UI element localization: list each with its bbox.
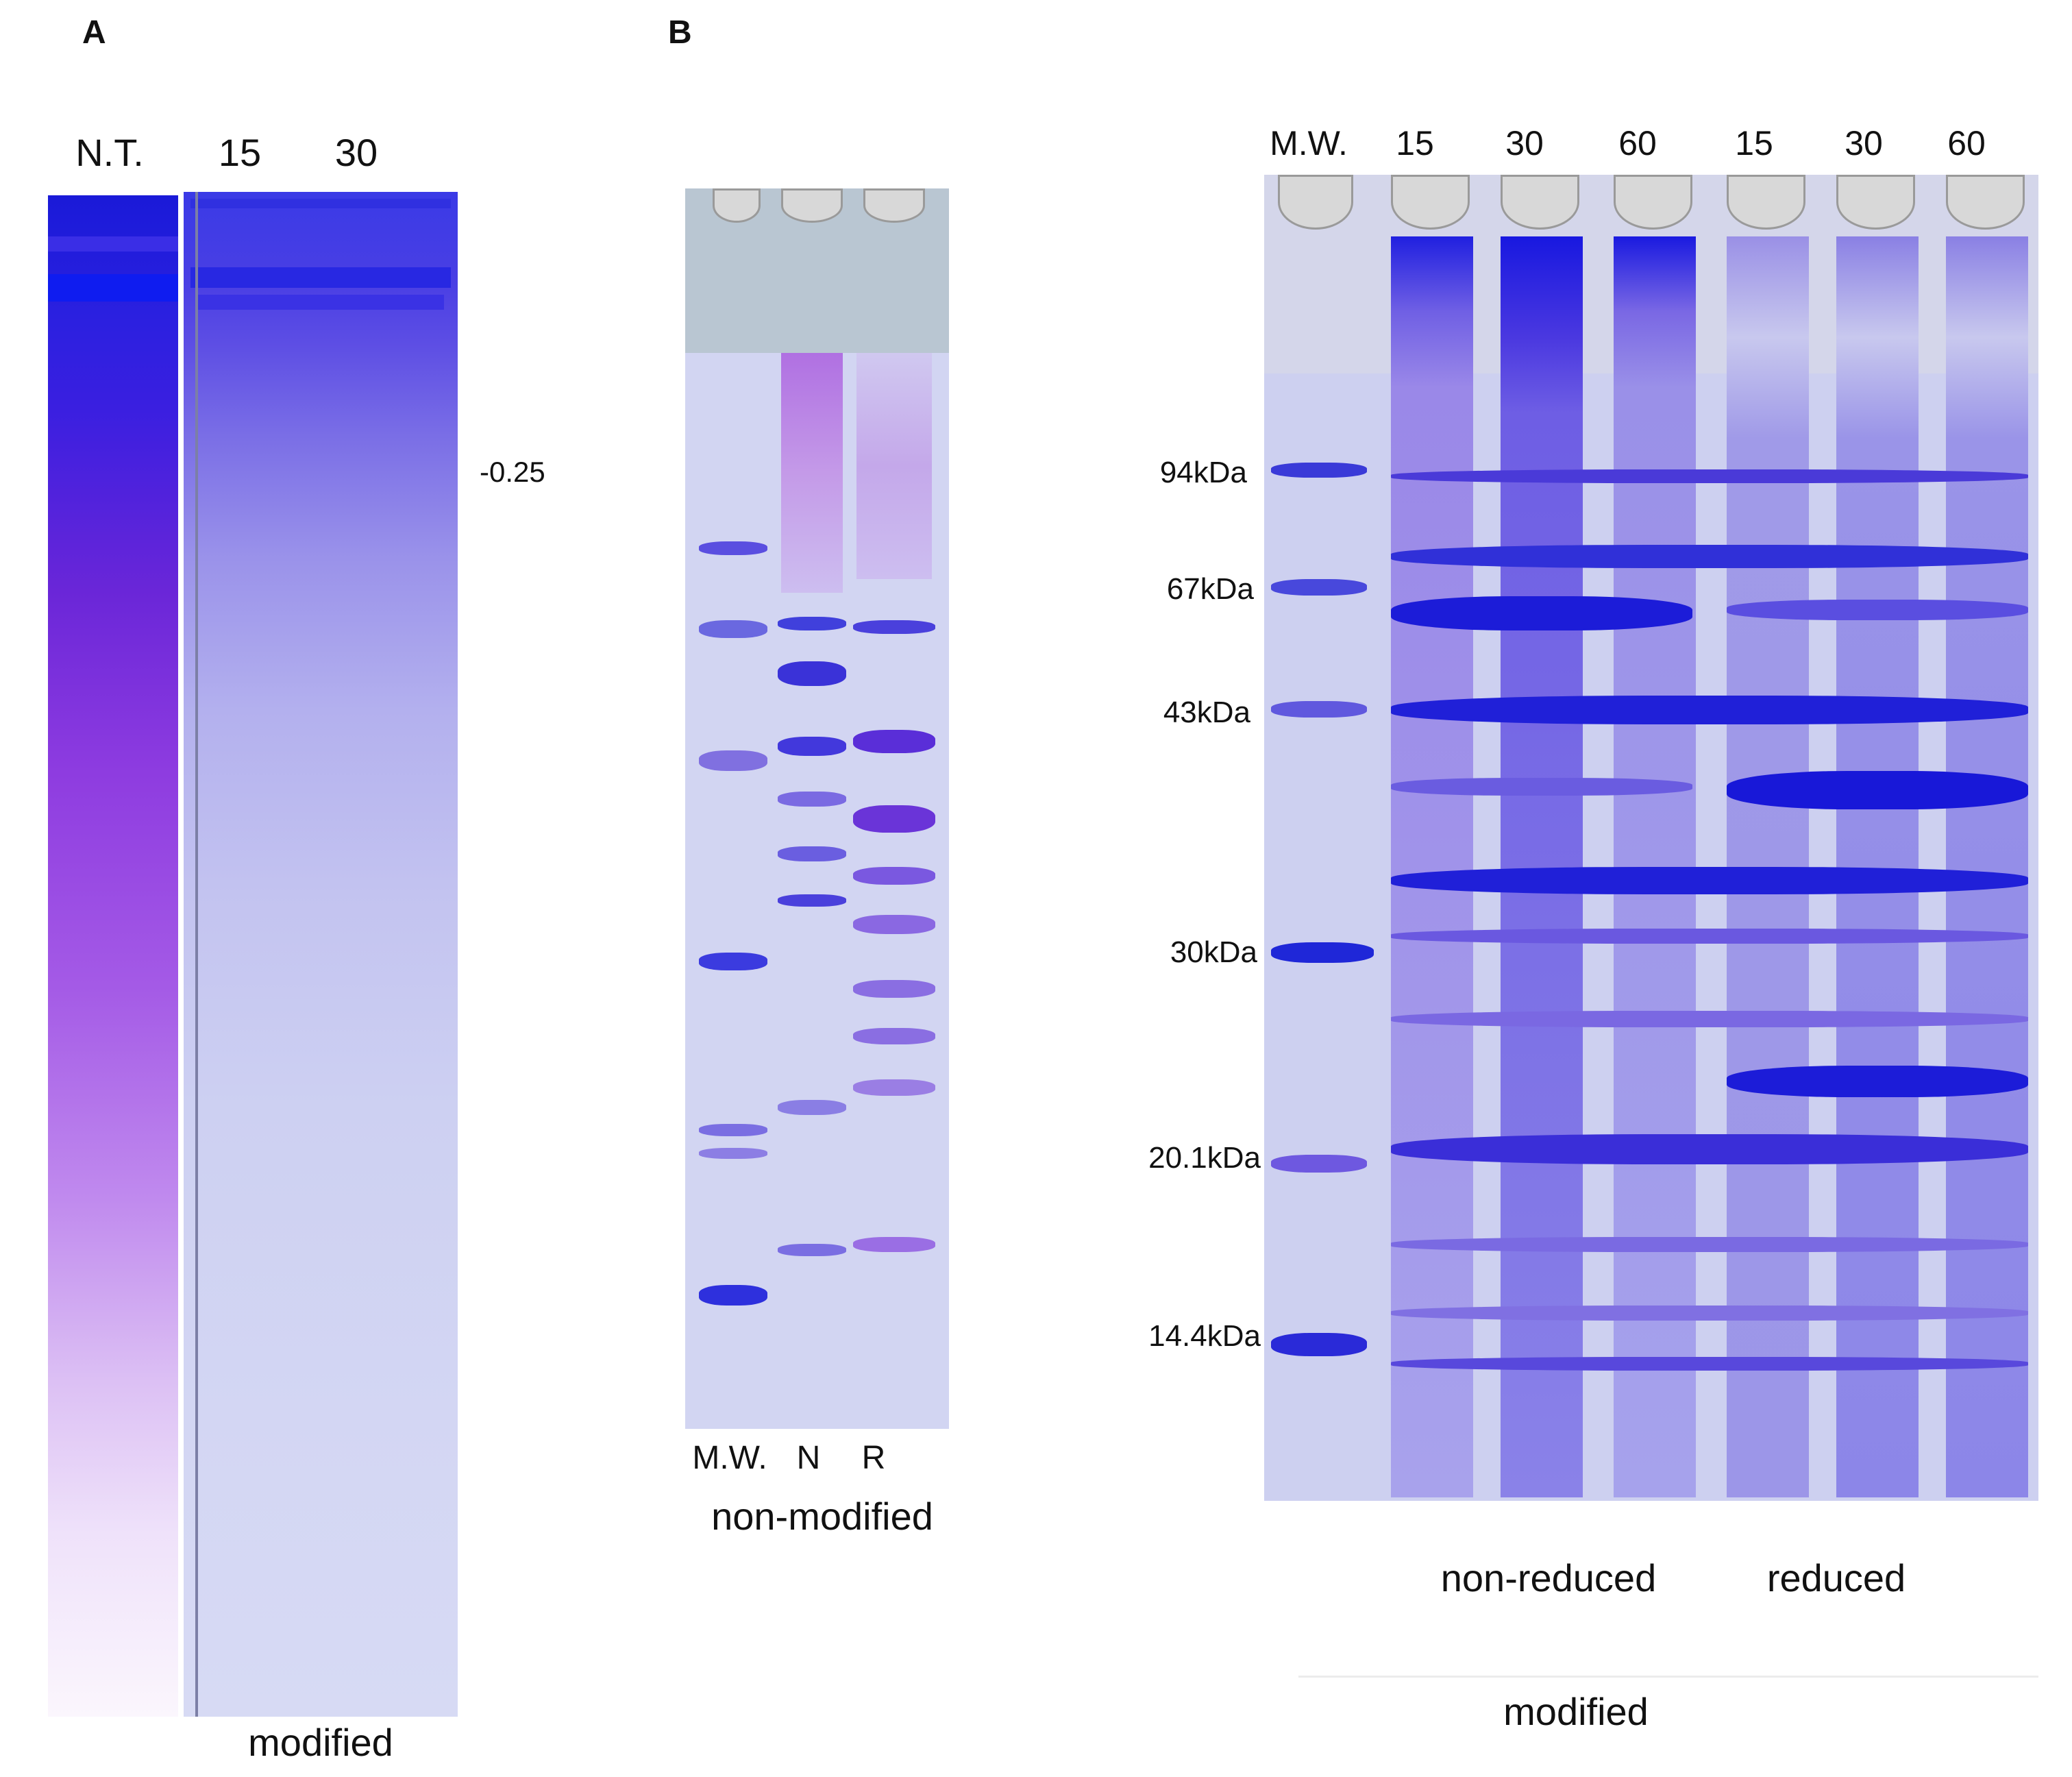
panel-b-right-lane-mw: M.W.	[1270, 124, 1348, 162]
mw-band	[1271, 1333, 1367, 1356]
panel-b-right-caption: modified	[1503, 1690, 1649, 1733]
r-band	[853, 1028, 935, 1044]
sample-band	[1391, 596, 1692, 630]
panel-b-right-caption-rule	[1298, 1676, 2038, 1678]
sample-lane-smear	[1946, 236, 2028, 1497]
sample-band	[1391, 1357, 2028, 1371]
panel-b-left-lane-r: R	[861, 1440, 886, 1476]
panel-a-modified-gel	[184, 192, 458, 1717]
r-band	[853, 980, 935, 998]
panel-b-left-lane-n: N	[796, 1440, 821, 1476]
panel-b-right-lane-60b: 60	[1947, 124, 1986, 162]
mw-label-94: 94kDa	[1159, 456, 1247, 489]
panel-a-gel-edge	[195, 192, 198, 1717]
panel-a-nt-band	[48, 236, 178, 252]
sample-band	[1391, 545, 2028, 568]
r-band	[853, 620, 935, 634]
panel-a-gel-divider	[180, 192, 184, 1717]
panel-b-right-well	[1836, 175, 1915, 230]
mw-label-14: 14.4kDa	[1148, 1319, 1261, 1353]
n-band	[778, 1100, 846, 1115]
r-band	[853, 805, 935, 833]
mw-band	[699, 620, 767, 638]
mw-band	[1271, 1155, 1367, 1173]
mw-label-67: 67kDa	[1166, 572, 1254, 606]
n-band	[778, 661, 846, 686]
panel-b-right-lane-15a: 15	[1396, 124, 1434, 162]
panel-b-left-well	[863, 188, 925, 223]
panel-a-mod-band	[197, 295, 444, 310]
n-band	[778, 1244, 846, 1256]
panel-b-right-well	[1501, 175, 1579, 230]
panel-a-mod-band	[190, 267, 451, 288]
mw-band	[1271, 579, 1367, 596]
r-band	[853, 915, 935, 934]
n-band	[778, 792, 846, 807]
panel-b-right-lane-30b: 30	[1845, 124, 1883, 162]
panel-b-right-lane-15b: 15	[1735, 124, 1773, 162]
sample-band	[1727, 1066, 2028, 1097]
n-band	[778, 894, 846, 907]
panel-b-right-lane-60a: 60	[1618, 124, 1657, 162]
panel-b-right-lane-30a: 30	[1505, 124, 1544, 162]
n-band	[778, 737, 846, 756]
mw-label-43: 43kDa	[1163, 696, 1250, 729]
r-band	[853, 1237, 935, 1252]
sample-band	[1391, 929, 2028, 944]
sample-band	[1727, 771, 2028, 809]
panel-a-lane-15: 15	[218, 131, 262, 174]
panel-a-mod-band	[190, 199, 451, 208]
panel-b-right-well	[1727, 175, 1805, 230]
sample-band	[1391, 1011, 2028, 1027]
mw-band	[1271, 463, 1367, 478]
r-band	[853, 867, 935, 885]
panel-b-letter: B	[668, 14, 692, 51]
panel-a-nt-band	[48, 274, 178, 302]
sample-band	[1391, 1134, 2028, 1164]
n-band	[778, 846, 846, 861]
sample-lane-smear	[1391, 236, 1473, 1497]
mw-band	[699, 541, 767, 555]
panel-a-marker: -0.25	[480, 456, 545, 488]
r-band	[853, 730, 935, 753]
sample-band	[1391, 1237, 2028, 1252]
mw-band	[699, 953, 767, 970]
sample-band	[1391, 696, 2028, 724]
mw-label-20: 20.1kDa	[1148, 1141, 1261, 1175]
panel-b-right-group-reduced: reduced	[1766, 1556, 1906, 1600]
panel-b-right-well	[1278, 175, 1353, 230]
panel-b-lane-n-smear	[781, 353, 843, 593]
mw-band	[699, 1124, 767, 1136]
panel-a-caption: modified	[248, 1721, 393, 1764]
panel-a-lane-nt: N.T.	[75, 131, 144, 174]
mw-band	[1271, 701, 1367, 718]
panel-b-left-lane-mw: M.W.	[692, 1440, 767, 1476]
panel-b-lane-r-smear	[856, 353, 932, 579]
sample-band	[1391, 1306, 2028, 1321]
panel-b-left-gel	[685, 188, 949, 1429]
r-band	[853, 1079, 935, 1096]
sample-band	[1727, 600, 2028, 620]
panel-a-letter: A	[82, 14, 106, 51]
n-band	[778, 617, 846, 630]
panel-b-right-gel	[1264, 175, 2038, 1501]
panel-b-right-well	[1391, 175, 1470, 230]
panel-b-left-caption: non-modified	[711, 1495, 933, 1538]
mw-band	[1271, 942, 1374, 963]
sample-band	[1391, 469, 2028, 483]
panel-a-lane-30: 30	[334, 131, 378, 174]
mw-band	[699, 750, 767, 771]
panel-b-left-well	[781, 188, 843, 223]
mw-band	[699, 1148, 767, 1159]
sample-band	[1391, 778, 1692, 796]
mw-label-30: 30kDa	[1170, 935, 1257, 969]
panel-b-right-group-nonreduced: non-reduced	[1440, 1556, 1657, 1600]
panel-b-right-well	[1946, 175, 2025, 230]
mw-band	[699, 1285, 767, 1306]
panel-a-nt-gel	[48, 195, 178, 1717]
panel-b-left-well	[713, 188, 761, 223]
sample-band	[1391, 867, 2028, 894]
panel-b-right-well	[1614, 175, 1692, 230]
